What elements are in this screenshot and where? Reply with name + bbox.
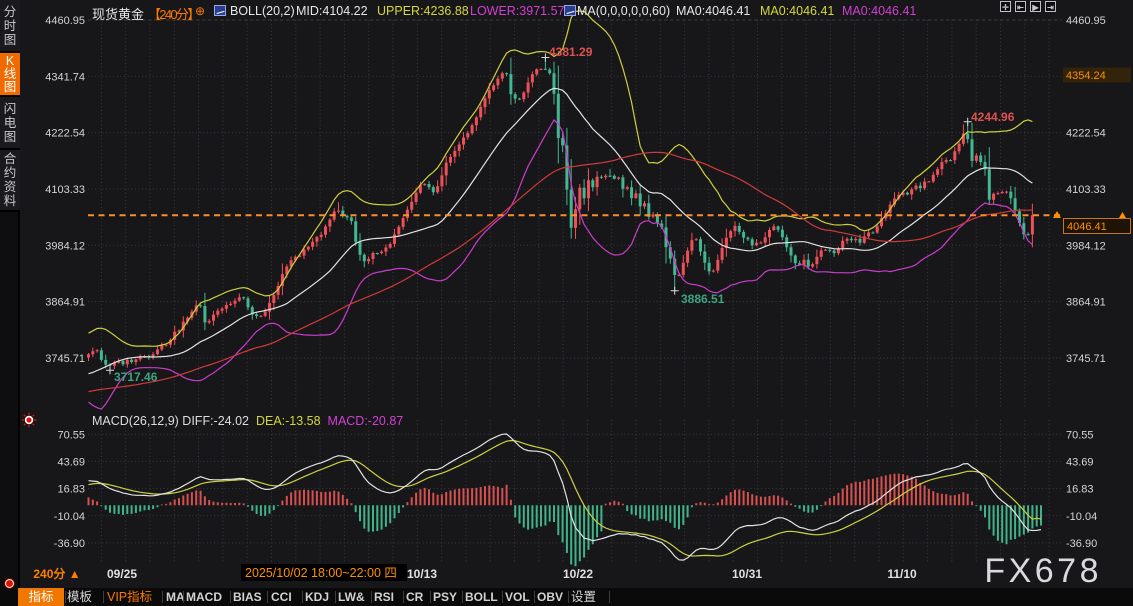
svg-text:3886.51: 3886.51: [681, 292, 725, 306]
svg-text:3984.12: 3984.12: [1066, 240, 1106, 252]
svg-text:43.69: 43.69: [1066, 457, 1094, 469]
svg-text:4046.41: 4046.41: [1067, 221, 1107, 233]
svg-text:4341.74: 4341.74: [45, 71, 85, 83]
svg-text:4244.96: 4244.96: [971, 110, 1015, 124]
svg-text:3864.91: 3864.91: [45, 297, 85, 309]
svg-text:3984.12: 3984.12: [45, 240, 85, 252]
svg-text:3864.91: 3864.91: [1066, 297, 1106, 309]
svg-text:4103.33: 4103.33: [1066, 184, 1106, 196]
svg-text:70.55: 70.55: [57, 429, 85, 441]
svg-text:10/22: 10/22: [563, 567, 593, 581]
svg-text:240分 ▲: 240分 ▲: [33, 566, 80, 581]
svg-text:4222.54: 4222.54: [45, 128, 85, 140]
svg-text:2025/10/02 18:00~22:00 四: 2025/10/02 18:00~22:00 四: [245, 566, 397, 580]
svg-text:11/10: 11/10: [887, 567, 917, 581]
svg-text:-36.90: -36.90: [1066, 538, 1097, 550]
svg-text:4460.95: 4460.95: [45, 15, 85, 27]
svg-text:4103.33: 4103.33: [45, 184, 85, 196]
svg-text:4354.24: 4354.24: [1066, 70, 1106, 82]
svg-text:4222.54: 4222.54: [1066, 128, 1106, 140]
svg-text:-10.04: -10.04: [1066, 511, 1097, 523]
svg-text:-10.04: -10.04: [54, 511, 85, 523]
svg-text:4381.29: 4381.29: [549, 45, 593, 59]
svg-text:4460.95: 4460.95: [1066, 15, 1106, 27]
svg-text:16.83: 16.83: [57, 484, 85, 496]
svg-text:10/13: 10/13: [407, 567, 437, 581]
svg-text:3745.71: 3745.71: [1066, 353, 1106, 365]
svg-text:3717.46: 3717.46: [114, 370, 158, 384]
svg-text:16.83: 16.83: [1066, 484, 1094, 496]
svg-text:3745.71: 3745.71: [45, 353, 85, 365]
svg-text:43.69: 43.69: [57, 457, 85, 469]
svg-text:09/25: 09/25: [107, 567, 137, 581]
svg-text:70.55: 70.55: [1066, 429, 1094, 441]
svg-text:10/31: 10/31: [732, 567, 762, 581]
svg-text:-36.90: -36.90: [54, 538, 85, 550]
